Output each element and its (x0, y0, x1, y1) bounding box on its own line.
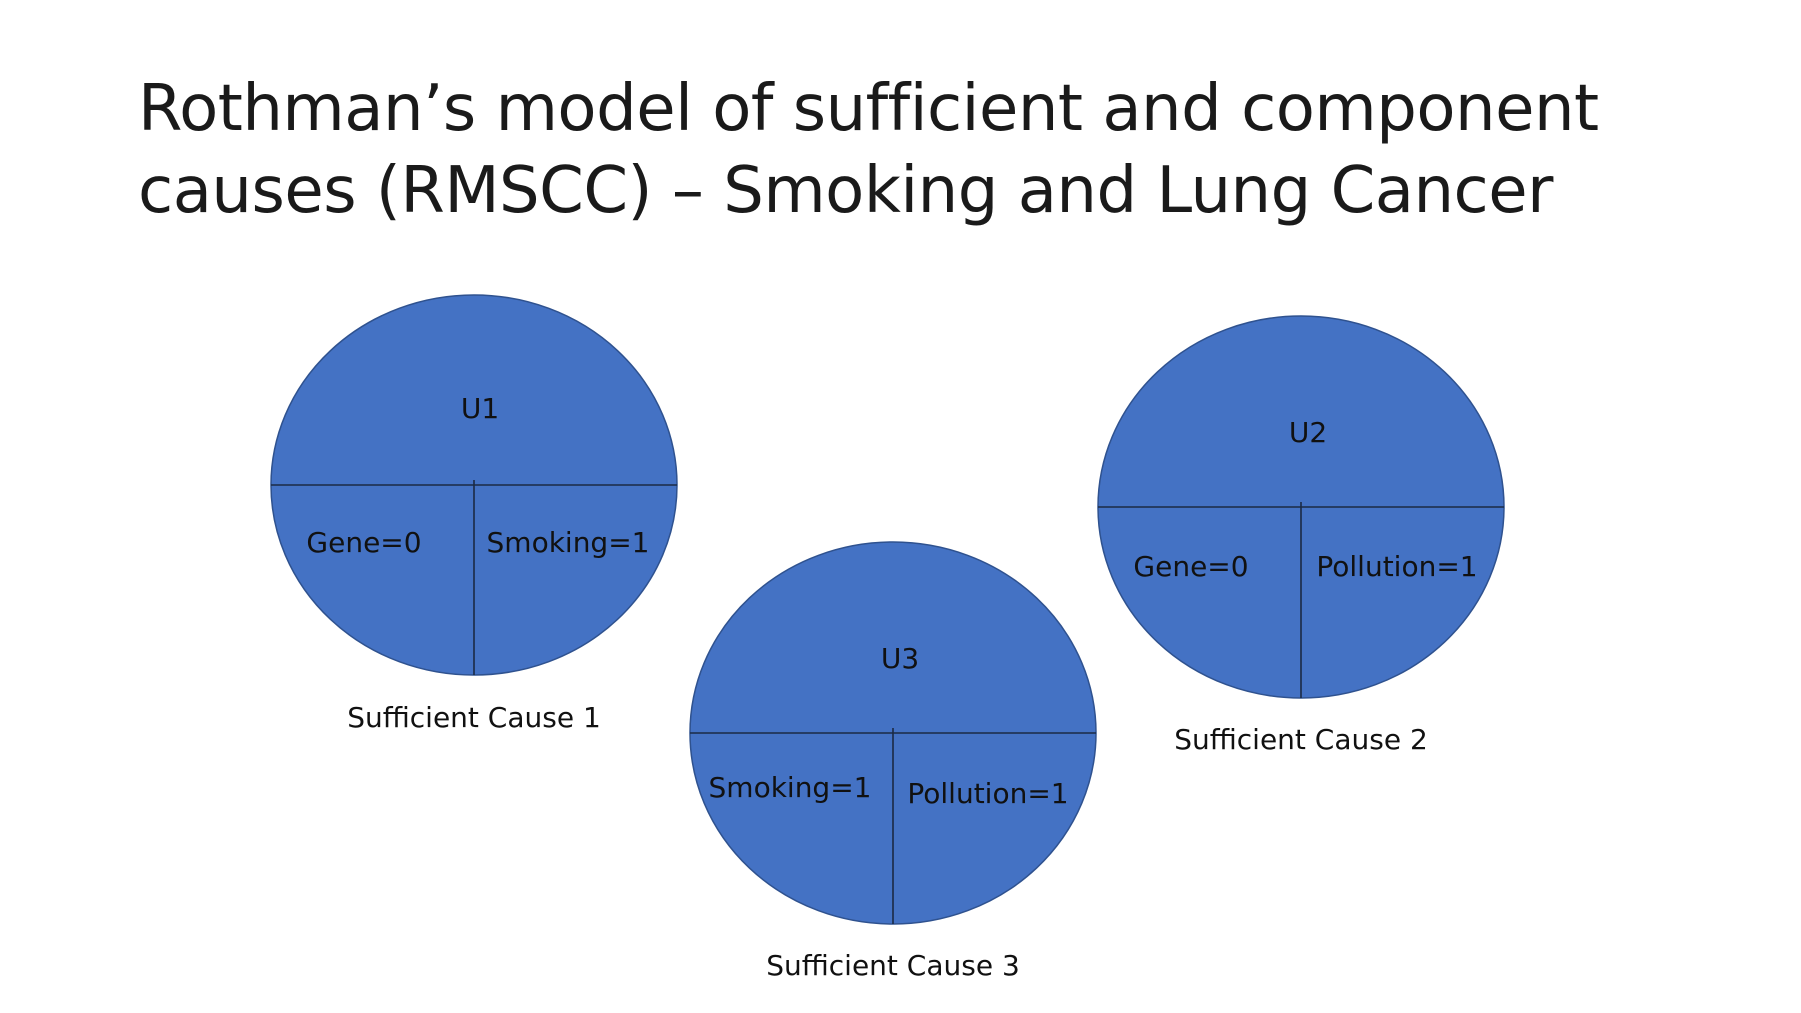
sufficient-cause-1: U1 Gene=0 Smoking=1 Sufficient Cause 1 (270, 294, 678, 734)
pie-1-top-label: U1 (461, 392, 499, 425)
slide-title-line-1: Rothman’s model of sufficient and compon… (138, 72, 1599, 146)
pie-2-bottom-left-label: Gene=0 (1133, 550, 1248, 583)
pie-3-bottom-right-label: Pollution=1 (907, 777, 1068, 810)
pie-2-bottom-right-label: Pollution=1 (1316, 550, 1477, 583)
sufficient-cause-2-caption: Sufficient Cause 2 (1174, 723, 1428, 756)
pie-2-top-label: U2 (1289, 416, 1327, 449)
sufficient-cause-3: U3 Smoking=1 Pollution=1 Sufficient Caus… (689, 541, 1097, 982)
slide-title: Rothman’s model of sufficient and compon… (138, 68, 1698, 232)
sufficient-cause-2: U2 Gene=0 Pollution=1 Sufficient Cause 2 (1097, 315, 1505, 756)
pie-3-top-label: U3 (881, 642, 919, 675)
pie-1-bottom-right-label: Smoking=1 (487, 526, 650, 559)
pie-1-bottom-left-label: Gene=0 (306, 526, 421, 559)
pie-3-bottom-left-label: Smoking=1 (709, 771, 872, 804)
sufficient-cause-1-caption: Sufficient Cause 1 (347, 701, 601, 734)
slide-title-line-2: causes (RMSCC) – Smoking and Lung Cancer (138, 154, 1553, 228)
sufficient-cause-3-caption: Sufficient Cause 3 (766, 949, 1020, 982)
